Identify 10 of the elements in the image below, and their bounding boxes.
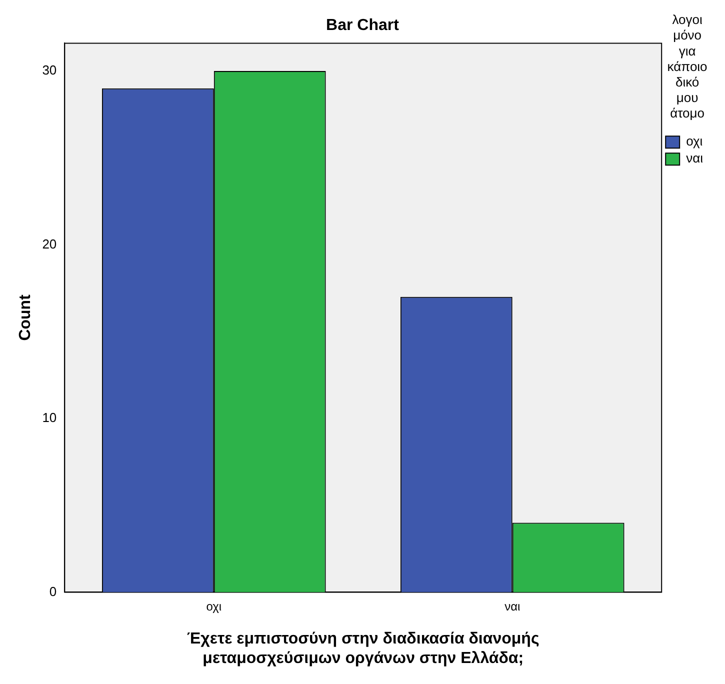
y-axis-title: Count (17, 294, 34, 341)
legend-title: λογοι μόνο για κάποιο δικό μου άτομο (667, 12, 708, 121)
legend-label: ναι (686, 150, 704, 166)
y-tick-label: 30 (42, 62, 57, 78)
y-tick-label: 0 (49, 584, 57, 599)
legend-label: οχι (686, 134, 703, 149)
x-axis-title: Έχετε εμπιστοσύνη στην διαδικασία διανομής μεταμοσχεύσιμων οργάνων στην Ελλάδα; (186, 630, 540, 667)
y-tick-label: 10 (42, 410, 57, 426)
y-tick-label: 20 (42, 236, 57, 252)
chart-title: Bar Chart (326, 17, 400, 34)
